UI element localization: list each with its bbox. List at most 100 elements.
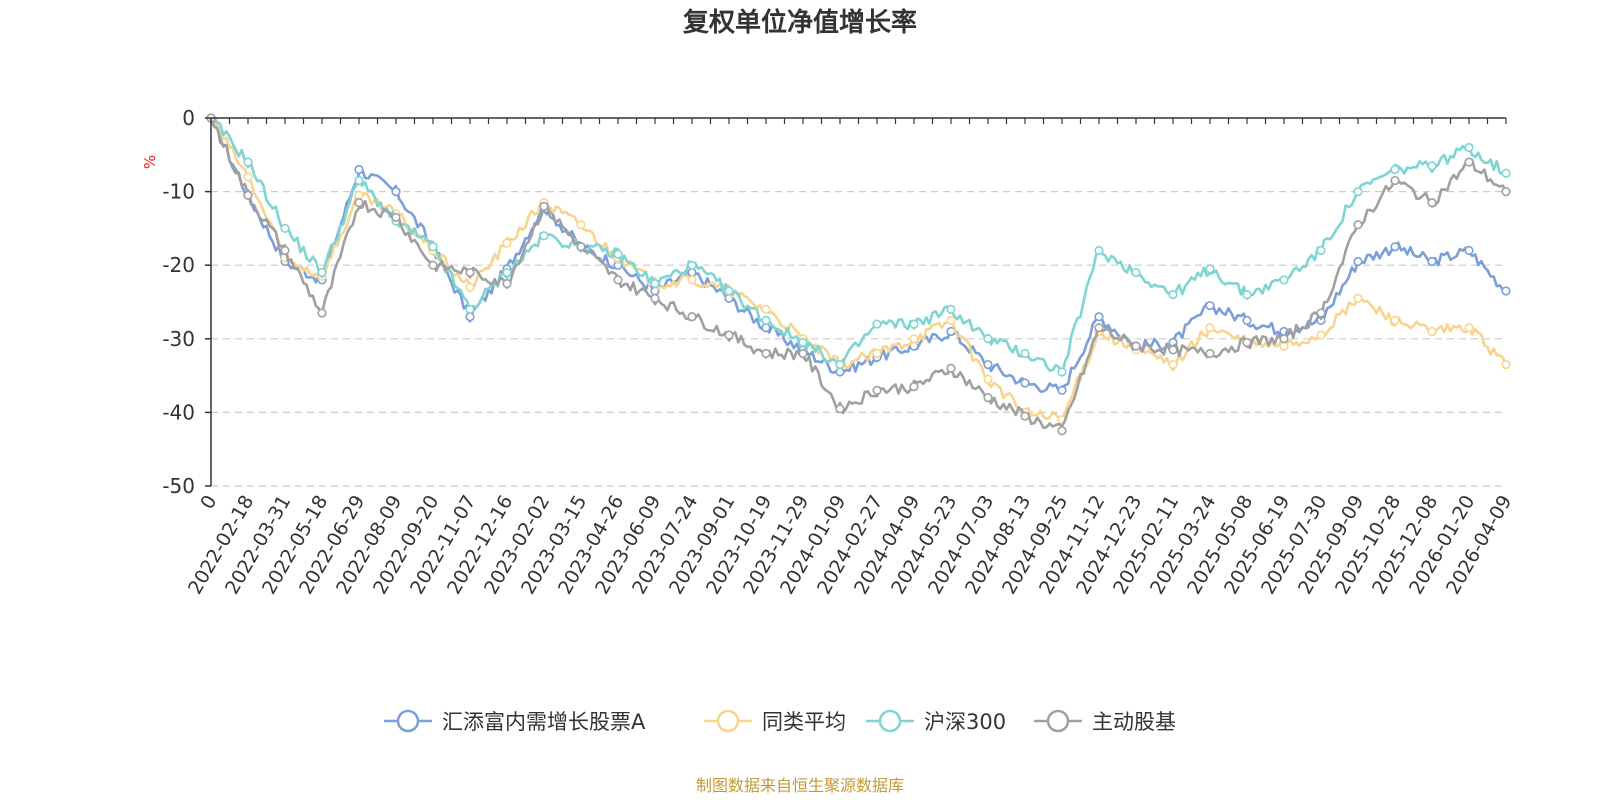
data-point bbox=[280, 245, 290, 256]
data-point bbox=[909, 319, 919, 329]
data-point bbox=[983, 334, 993, 344]
data-point bbox=[1205, 348, 1215, 359]
series-line bbox=[211, 116, 1507, 377]
legend-label: 主动股基 bbox=[1092, 710, 1176, 734]
data-point bbox=[1168, 290, 1178, 300]
data-point bbox=[724, 286, 734, 296]
data-point bbox=[576, 242, 586, 252]
data-point bbox=[1427, 198, 1437, 208]
data-point bbox=[502, 238, 512, 248]
data-point bbox=[946, 363, 956, 373]
data-point bbox=[1020, 348, 1030, 359]
data-point bbox=[502, 267, 512, 278]
data-point bbox=[909, 382, 919, 392]
data-point bbox=[391, 212, 401, 222]
data-point bbox=[502, 279, 512, 289]
data-point bbox=[761, 323, 771, 333]
data-point bbox=[1501, 168, 1511, 178]
data-point bbox=[1464, 245, 1474, 256]
data-point bbox=[872, 348, 882, 359]
data-point bbox=[1242, 337, 1252, 348]
data-point bbox=[1390, 242, 1400, 252]
legend-label: 汇添富内需增长股票A bbox=[442, 710, 646, 734]
axes bbox=[205, 117, 1507, 487]
data-point bbox=[835, 367, 845, 377]
data-point bbox=[909, 334, 919, 344]
data-point bbox=[1057, 385, 1067, 395]
data-point bbox=[1390, 175, 1400, 186]
data-point bbox=[724, 330, 734, 340]
data-point bbox=[1020, 411, 1030, 421]
legend[interactable]: 汇添富内需增长股票A 同类平均 沪深300 主动股基 bbox=[384, 709, 1176, 734]
data-point bbox=[1205, 323, 1215, 333]
data-point bbox=[1168, 345, 1178, 355]
data-point bbox=[243, 157, 253, 167]
data-point bbox=[1353, 220, 1363, 230]
data-point bbox=[1353, 256, 1363, 267]
data-point bbox=[1464, 323, 1474, 333]
data-point bbox=[798, 337, 808, 348]
data-point bbox=[1279, 334, 1289, 344]
data-point bbox=[280, 223, 290, 233]
legend-label: 同类平均 bbox=[762, 710, 846, 734]
data-point bbox=[539, 201, 549, 211]
legend-item[interactable]: 同类平均 bbox=[704, 709, 846, 734]
series-2 bbox=[206, 113, 1511, 425]
y-tick-label: -20 bbox=[162, 253, 195, 277]
series-4 bbox=[206, 113, 1511, 436]
data-point bbox=[761, 348, 771, 359]
data-point bbox=[1464, 142, 1474, 153]
data-point bbox=[1131, 341, 1141, 351]
data-point bbox=[354, 164, 364, 175]
data-point bbox=[465, 282, 475, 292]
data-point bbox=[1501, 286, 1511, 296]
legend-marker bbox=[716, 709, 740, 733]
series-line bbox=[209, 117, 1508, 430]
data-point bbox=[465, 267, 475, 278]
data-point bbox=[650, 279, 660, 289]
data-point bbox=[983, 359, 993, 370]
data-point bbox=[317, 267, 327, 278]
data-point bbox=[613, 275, 623, 285]
data-point bbox=[687, 267, 697, 278]
y-tick-label: -10 bbox=[162, 180, 195, 204]
legend-item[interactable]: 沪深300 bbox=[866, 709, 1006, 734]
data-point bbox=[1057, 426, 1067, 436]
data-point bbox=[983, 393, 993, 403]
data-point bbox=[576, 220, 586, 230]
data-point bbox=[1390, 164, 1400, 175]
data-point bbox=[243, 172, 253, 182]
series-lines bbox=[206, 113, 1511, 436]
legend-marker bbox=[1046, 709, 1070, 733]
y-tick-label: 0 bbox=[182, 106, 195, 130]
y-tick-label: -40 bbox=[162, 400, 195, 424]
data-point bbox=[946, 304, 956, 314]
data-point bbox=[1427, 326, 1437, 337]
legend-label: 沪深300 bbox=[924, 710, 1006, 734]
y-axis-unit: % bbox=[141, 155, 159, 169]
data-point bbox=[1316, 330, 1326, 340]
data-point bbox=[1316, 245, 1326, 256]
data-point bbox=[687, 312, 697, 322]
data-point bbox=[317, 308, 327, 318]
y-tick-label: -30 bbox=[162, 327, 195, 351]
data-point bbox=[1390, 315, 1400, 326]
y-tick-label: -50 bbox=[162, 474, 195, 498]
data-point bbox=[798, 348, 808, 359]
legend-item[interactable]: 汇添富内需增长股票A bbox=[384, 709, 646, 734]
data-point bbox=[761, 304, 771, 314]
series-3 bbox=[206, 113, 1511, 377]
y-axis-ticks: 0 -10 -20 -30 -40 -50 bbox=[162, 106, 195, 498]
data-point bbox=[613, 249, 623, 259]
data-point bbox=[1353, 293, 1363, 303]
legend-marker bbox=[396, 709, 420, 733]
legend-item[interactable]: 主动股基 bbox=[1034, 709, 1176, 734]
data-point bbox=[687, 275, 697, 285]
data-point bbox=[1205, 264, 1215, 274]
data-point bbox=[872, 385, 882, 395]
data-point bbox=[1057, 367, 1067, 377]
data-point bbox=[1501, 359, 1511, 370]
data-point bbox=[761, 315, 771, 326]
data-point bbox=[1094, 245, 1104, 256]
